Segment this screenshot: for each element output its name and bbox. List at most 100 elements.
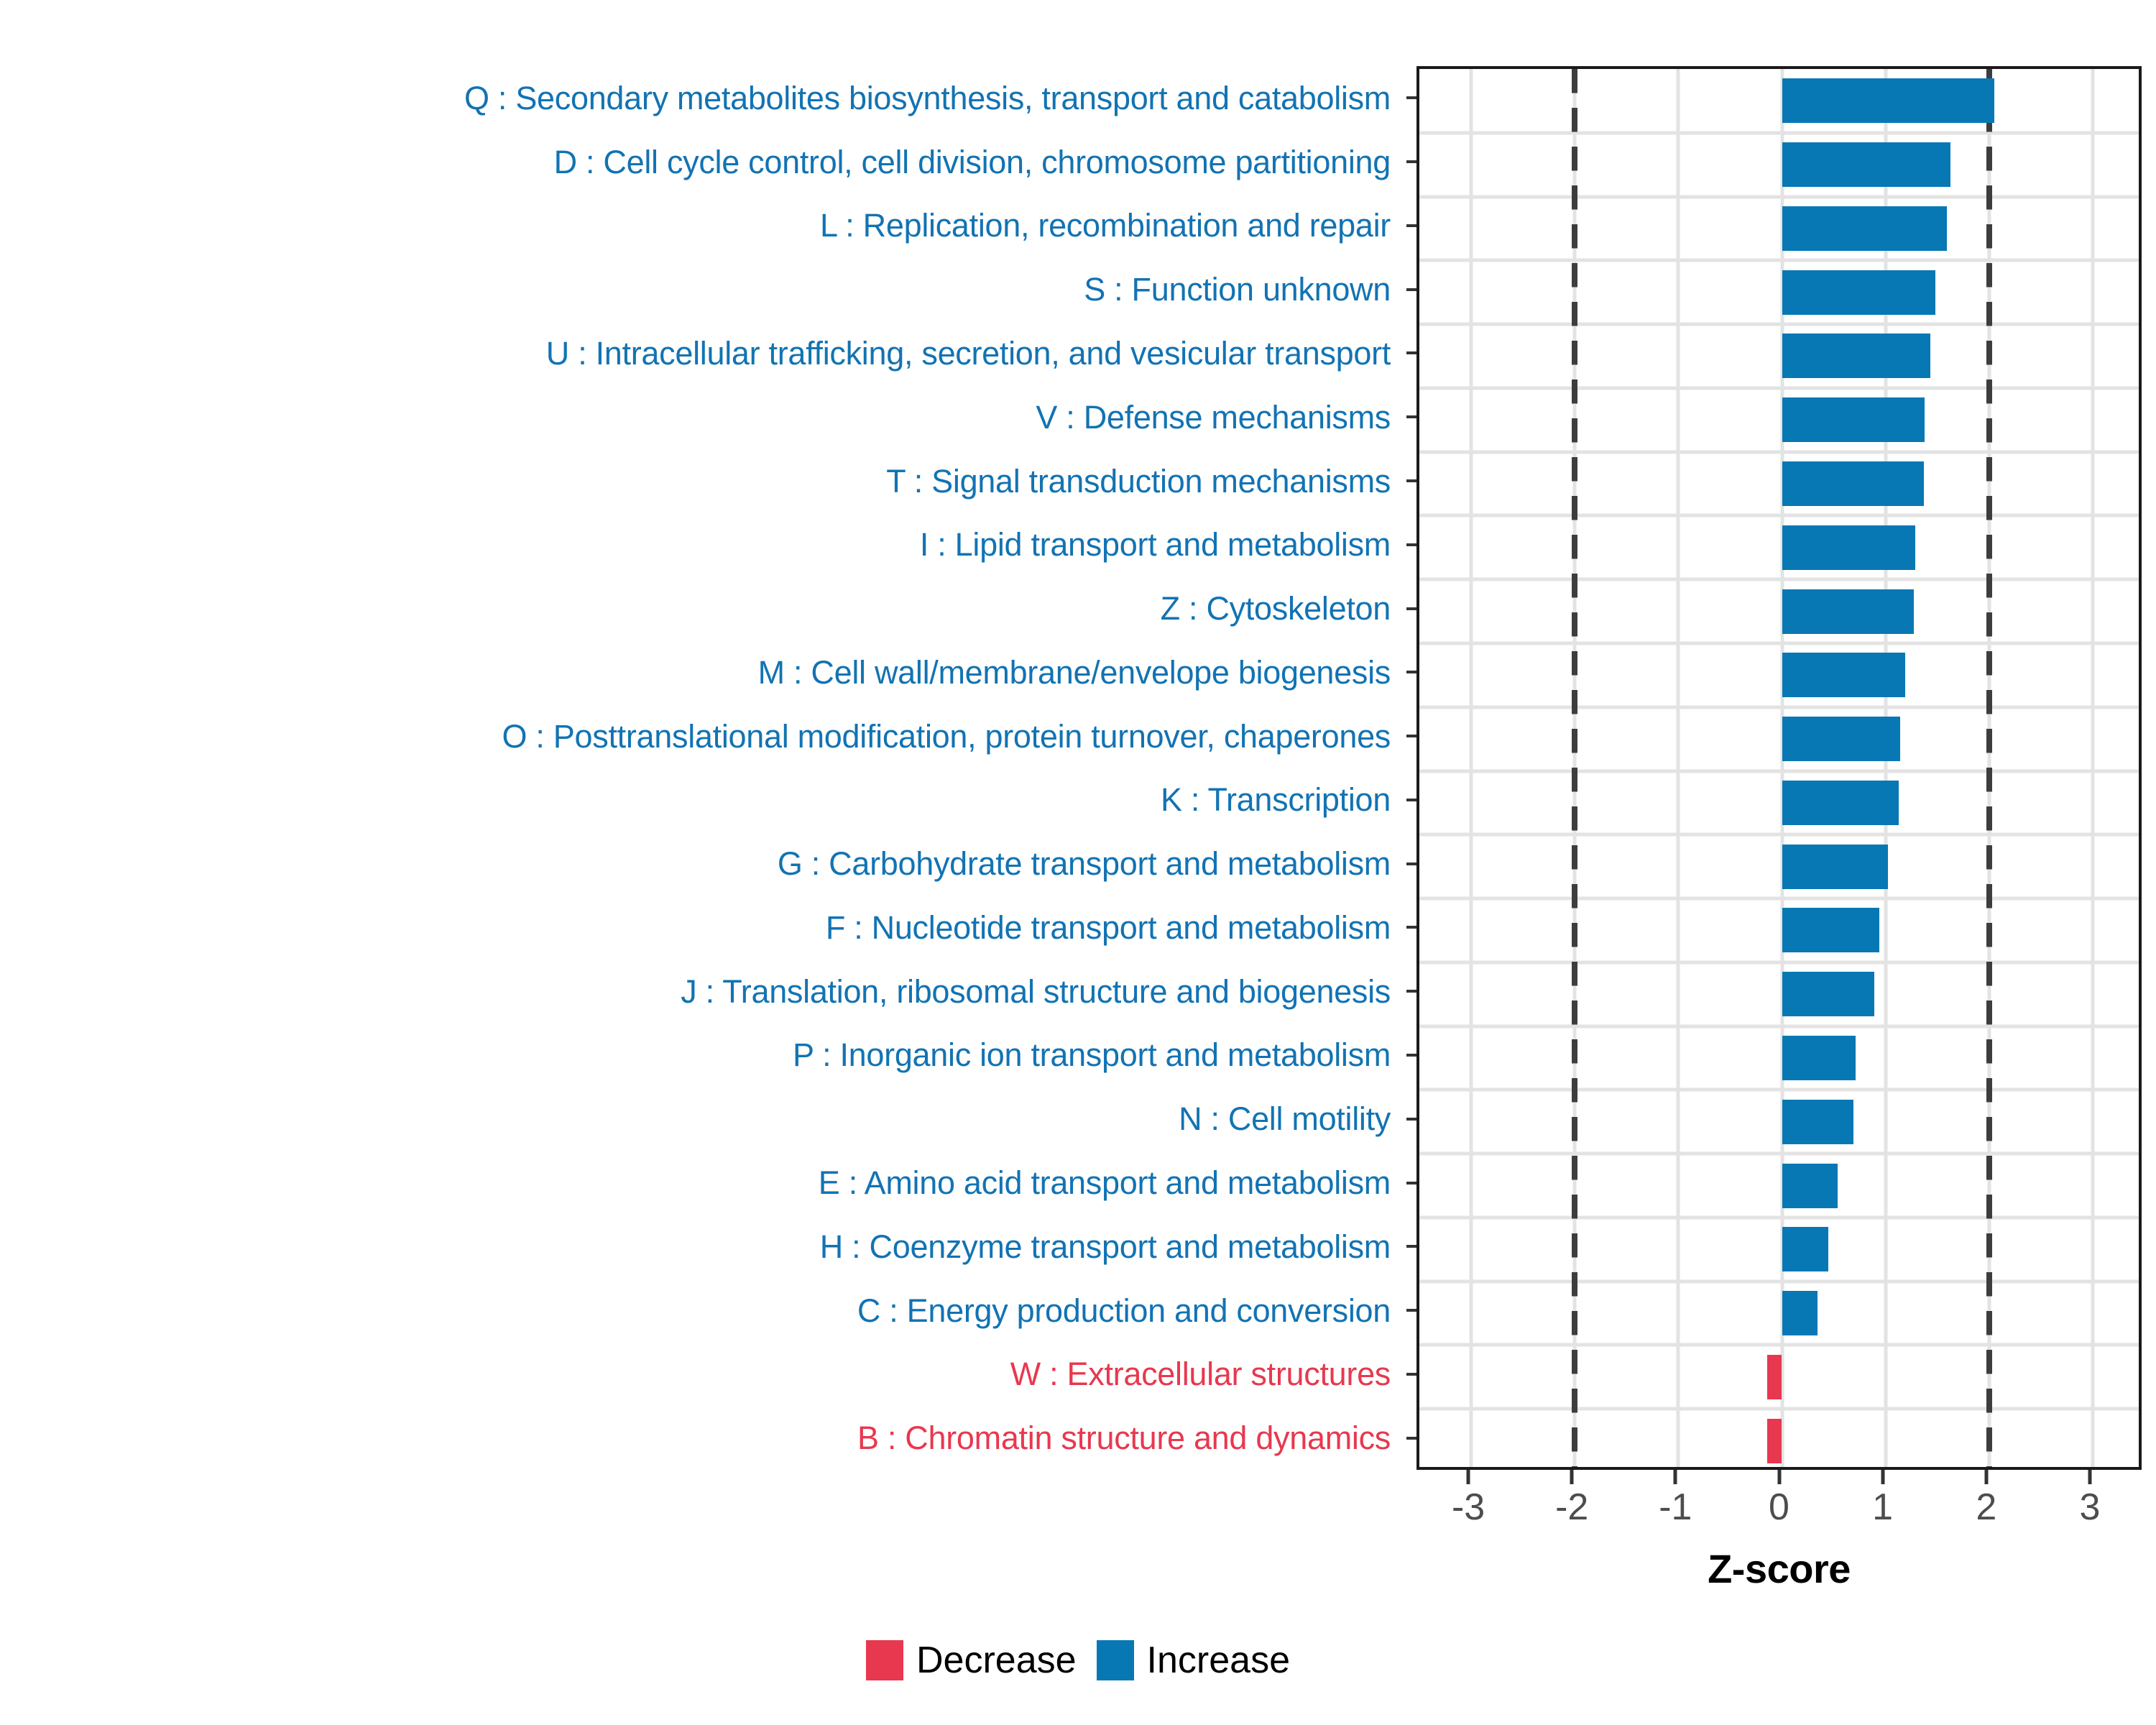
chart-rows-area: Q : Secondary metabolites biosynthesis, … (0, 76, 2156, 1460)
bar (1782, 397, 1925, 443)
horizontal-gridline (1419, 960, 2139, 965)
horizontal-gridline (1419, 832, 2139, 837)
bar (1782, 1227, 1829, 1272)
category-label: P : Inorganic ion transport and metaboli… (792, 1036, 1391, 1074)
bar (1782, 334, 1930, 379)
category-label: L : Replication, recombination and repai… (820, 207, 1391, 244)
y-axis-tick (1406, 1436, 1416, 1440)
bar (1782, 589, 1914, 634)
horizontal-gridline (1419, 195, 2139, 199)
x-axis-tick-label: -3 (1451, 1486, 1485, 1528)
category-label: Z : Cytoskeleton (1160, 590, 1391, 627)
y-axis-tick (1406, 160, 1416, 164)
horizontal-gridline (1419, 131, 2139, 135)
bar (1782, 1099, 1853, 1144)
category-label: Q : Secondary metabolites biosynthesis, … (464, 79, 1391, 116)
x-axis-tick-label: 3 (2079, 1486, 2101, 1528)
horizontal-gridline (1419, 1215, 2139, 1220)
bar (1767, 1418, 1782, 1463)
chart-row: F : Nucleotide transport and metabolism (0, 906, 2156, 949)
chart-row: D : Cell cycle control, cell division, c… (0, 140, 2156, 183)
x-axis-tick-label: -1 (1659, 1486, 1692, 1528)
chart-row: P : Inorganic ion transport and metaboli… (0, 1034, 2156, 1077)
y-axis-tick (1406, 798, 1416, 801)
vertical-gridline (1676, 69, 1680, 1467)
bar (1782, 653, 1906, 698)
bar (1782, 525, 1916, 570)
category-label: B : Chromatin structure and dynamics (857, 1420, 1391, 1457)
bar (1782, 142, 1951, 188)
chart-row: B : Chromatin structure and dynamics (0, 1417, 2156, 1460)
y-axis-tick (1406, 224, 1416, 227)
legend-item[interactable]: Increase (1096, 1640, 1290, 1680)
category-label: C : Energy production and conversion (857, 1292, 1391, 1329)
x-axis-tick-label: 2 (1976, 1486, 1997, 1528)
category-label: K : Transcription (1160, 781, 1391, 819)
bar (1782, 972, 1874, 1017)
x-axis-tick-label: 1 (1872, 1486, 1894, 1528)
legend-swatch (865, 1640, 903, 1680)
horizontal-gridline (1419, 450, 2139, 454)
y-axis-tick (1406, 543, 1416, 546)
chart-row: J : Translation, ribosomal structure and… (0, 970, 2156, 1013)
bar (1782, 1291, 1818, 1336)
bar (1782, 1163, 1838, 1208)
category-label: N : Cell motility (1179, 1100, 1391, 1138)
bar (1782, 461, 1924, 507)
category-label: E : Amino acid transport and metabolism (818, 1164, 1391, 1202)
y-axis-tick (1406, 862, 1416, 865)
vertical-gridline (1780, 69, 1784, 1467)
reference-line (1986, 69, 1992, 1467)
bar (1782, 78, 1994, 124)
horizontal-gridline (1419, 513, 2139, 518)
chart-legend: Decrease Increase (0, 1640, 2156, 1680)
chart-row: C : Energy production and conversion (0, 1289, 2156, 1332)
chart-row: L : Replication, recombination and repai… (0, 204, 2156, 247)
y-axis-tick (1406, 1372, 1416, 1376)
y-axis-tick (1406, 351, 1416, 355)
legend-item[interactable]: Decrease (865, 1639, 1077, 1681)
x-axis-tick (2088, 1470, 2092, 1484)
category-label: V : Defense mechanisms (1036, 398, 1391, 436)
category-label: T : Signal transduction mechanisms (886, 462, 1391, 500)
horizontal-gridline (1419, 258, 2139, 262)
category-label: D : Cell cycle control, cell division, c… (553, 143, 1391, 180)
chart-row: S : Function unknown (0, 268, 2156, 311)
horizontal-gridline (1419, 769, 2139, 773)
category-label: I : Lipid transport and metabolism (919, 526, 1391, 564)
category-label: G : Carbohydrate transport and metabolis… (777, 845, 1391, 883)
x-axis-tick (1466, 1470, 1470, 1484)
chart-row: U : Intracellular trafficking, secretion… (0, 331, 2156, 374)
horizontal-gridline (1419, 1279, 2139, 1284)
x-axis-tick (1570, 1470, 1574, 1484)
horizontal-gridline (1419, 896, 2139, 901)
chart-row: E : Amino acid transport and metabolism (0, 1162, 2156, 1205)
category-label: O : Posttranslational modification, prot… (502, 717, 1391, 755)
y-axis-tick (1406, 990, 1416, 993)
chart-row: W : Extracellular structures (0, 1353, 2156, 1396)
category-label: J : Translation, ribosomal structure and… (681, 972, 1391, 1010)
y-axis-tick (1406, 1117, 1416, 1121)
x-axis-tick (1881, 1470, 1885, 1484)
chart-row: M : Cell wall/membrane/envelope biogenes… (0, 650, 2156, 694)
y-axis-tick (1406, 1181, 1416, 1184)
category-label: W : Extracellular structures (1010, 1356, 1391, 1393)
y-axis-tick (1406, 1309, 1416, 1312)
vertical-gridline (2091, 69, 2095, 1467)
y-axis-tick (1406, 1245, 1416, 1248)
chart-row: N : Cell motility (0, 1098, 2156, 1141)
chart-row: V : Defense mechanisms (0, 395, 2156, 438)
horizontal-gridline (1419, 577, 2139, 581)
bar (1782, 1035, 1856, 1080)
chart-row: Q : Secondary metabolites biosynthesis, … (0, 76, 2156, 119)
horizontal-gridline (1419, 322, 2139, 326)
horizontal-gridline (1419, 1343, 2139, 1347)
bar (1782, 206, 1947, 251)
horizontal-gridline (1419, 641, 2139, 645)
x-axis-tick-label: 0 (1769, 1486, 1789, 1528)
x-axis: -3 -2 -1 0 1 2 3 (1416, 1470, 2142, 1563)
chart-row: K : Transcription (0, 778, 2156, 822)
legend-label: Decrease (916, 1639, 1077, 1681)
category-label: U : Intracellular trafficking, secretion… (545, 334, 1391, 372)
reference-line (1572, 69, 1578, 1467)
